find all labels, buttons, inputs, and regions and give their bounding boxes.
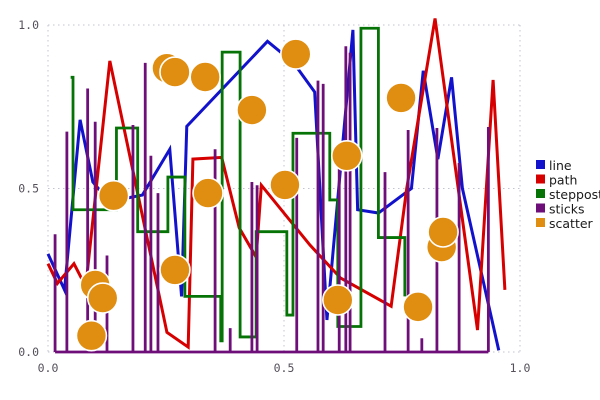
series-steppost xyxy=(70,26,407,343)
legend-label-scatter: scatter xyxy=(549,216,594,231)
legend-swatch-sticks xyxy=(536,203,545,213)
scatter-point xyxy=(385,82,417,114)
legend-swatch-path xyxy=(536,174,545,184)
scatter-point xyxy=(427,216,459,248)
scatter-point xyxy=(322,284,354,316)
scatter-point xyxy=(97,179,130,212)
legend-swatch-scatter xyxy=(536,218,545,227)
scatter-point xyxy=(402,291,434,323)
scatter-point xyxy=(269,169,301,201)
scatter-point xyxy=(192,177,224,209)
x-tick-label: 0.0 xyxy=(38,361,59,375)
x-tick-label: 0.5 xyxy=(274,361,295,375)
y-tick-label: 0.0 xyxy=(18,345,39,359)
scatter-point xyxy=(189,61,221,93)
legend-swatch-steppost xyxy=(536,189,545,198)
legend-label-steppost: steppost xyxy=(549,187,600,202)
y-tick-label: 0.5 xyxy=(18,182,39,196)
series-path xyxy=(46,18,507,350)
scatter-point xyxy=(159,56,191,88)
x-tick-label: 1.0 xyxy=(510,361,531,375)
legend-label-sticks: sticks xyxy=(549,202,585,217)
scatter-point xyxy=(236,94,268,126)
scatter-point xyxy=(159,254,191,286)
scatter-point xyxy=(330,140,363,172)
scatter-point xyxy=(279,38,312,70)
legend-label-path: path xyxy=(549,173,577,188)
scatter-point xyxy=(86,282,119,314)
legend-swatch-line xyxy=(536,160,545,169)
y-tick-label: 1.0 xyxy=(18,18,39,32)
scatter-point xyxy=(75,319,108,352)
legend-label-line: line xyxy=(549,158,572,173)
